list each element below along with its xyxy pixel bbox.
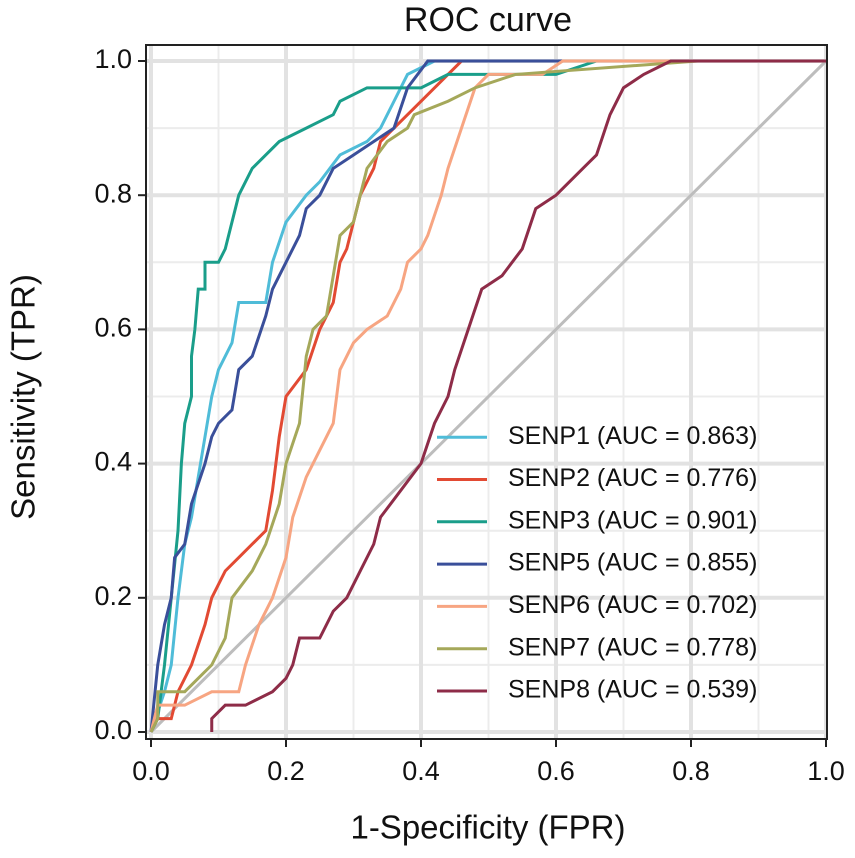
plot-frame (145, 44, 828, 740)
x-tick-label: 0.6 (537, 756, 575, 786)
roc-curve (149, 59, 826, 733)
x-tick-label: 0.8 (672, 756, 710, 786)
y-tick-label: 1.0 (94, 44, 132, 74)
roc-curve (149, 59, 826, 733)
roc-curve (210, 59, 826, 732)
x-tick-label: 0.0 (132, 756, 170, 786)
legend-label: SENP5 (AUC = 0.855) (508, 549, 757, 577)
roc-curve (149, 59, 826, 733)
x-tick-label: 0.4 (402, 756, 440, 786)
legend-label: SENP8 (AUC = 0.539) (508, 676, 757, 704)
legend-label: SENP7 (AUC = 0.778) (508, 633, 757, 661)
y-tick-label: 0.4 (94, 447, 132, 477)
chart-title: ROC curve (404, 1, 572, 39)
y-tick-label: 0.2 (94, 581, 132, 611)
y-tick-label: 0.8 (94, 178, 132, 208)
y-tick-label: 0.6 (94, 313, 132, 343)
roc-curve (149, 59, 826, 733)
x-tick-label: 0.2 (267, 756, 305, 786)
x-tick-label: 1.0 (807, 756, 845, 786)
reference-diagonal (149, 59, 828, 734)
legend-label: SENP1 (AUC = 0.863) (508, 422, 757, 450)
roc-curve (149, 59, 826, 733)
y-axis-label: Sensitivity (TPR) (5, 274, 42, 520)
legend-label: SENP3 (AUC = 0.901) (508, 506, 757, 534)
x-axis-label: 1-Specificity (FPR) (350, 809, 625, 846)
legend-label: SENP6 (AUC = 0.702) (508, 591, 757, 619)
y-tick-label: 0.0 (94, 715, 132, 745)
legend-label: SENP2 (AUC = 0.776) (508, 464, 757, 492)
